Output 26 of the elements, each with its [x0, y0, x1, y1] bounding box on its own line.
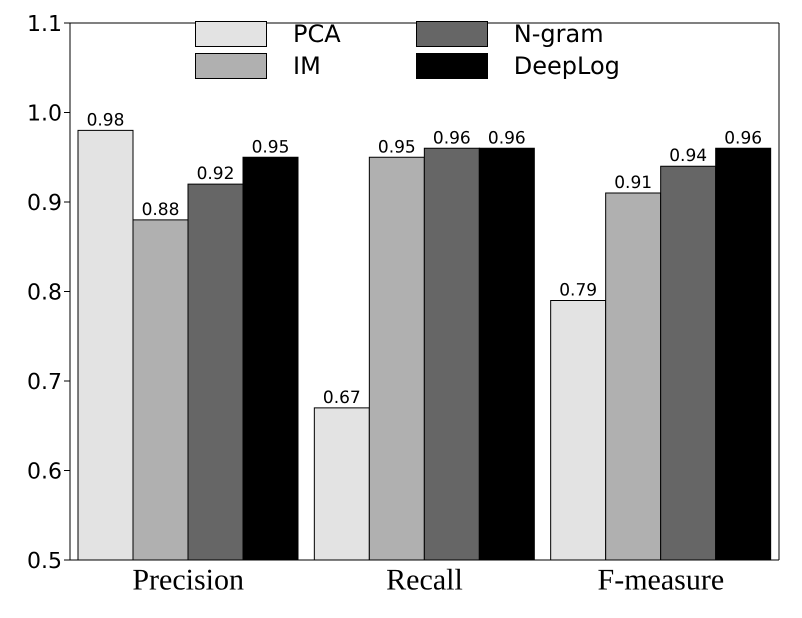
y-tick-label: 0.8: [27, 280, 62, 306]
data-label: 0.94: [669, 146, 708, 166]
data-label: 0.96: [488, 128, 526, 148]
data-label: 0.79: [559, 280, 598, 300]
x-tick-label: Recall: [386, 563, 463, 596]
y-tick-label: 1.0: [27, 101, 62, 126]
data-label: 0.98: [86, 110, 124, 130]
x-tick-label: F-measure: [598, 563, 724, 596]
data-label: 0.96: [432, 128, 471, 148]
data-label: 0.95: [252, 137, 290, 158]
y-tick-label: 0.7: [27, 370, 62, 395]
legend-label: IM: [293, 52, 321, 80]
legend-label: DeepLog: [514, 52, 620, 80]
legend-label: N-gram: [514, 20, 604, 48]
data-label: 0.67: [322, 388, 361, 408]
x-tick-label: Precision: [132, 563, 244, 596]
data-label: 0.96: [724, 128, 762, 148]
data-label: 0.92: [196, 164, 234, 184]
data-label: 0.95: [378, 137, 416, 158]
y-tick-label: 1.1: [27, 12, 62, 37]
legend-label: PCA: [293, 20, 341, 48]
y-tick-label: 0.5: [27, 548, 62, 574]
data-label: 0.91: [614, 173, 652, 194]
y-tick-label: 0.9: [27, 190, 62, 216]
data-label: 0.88: [142, 200, 180, 220]
y-tick-label: 0.6: [27, 459, 62, 484]
